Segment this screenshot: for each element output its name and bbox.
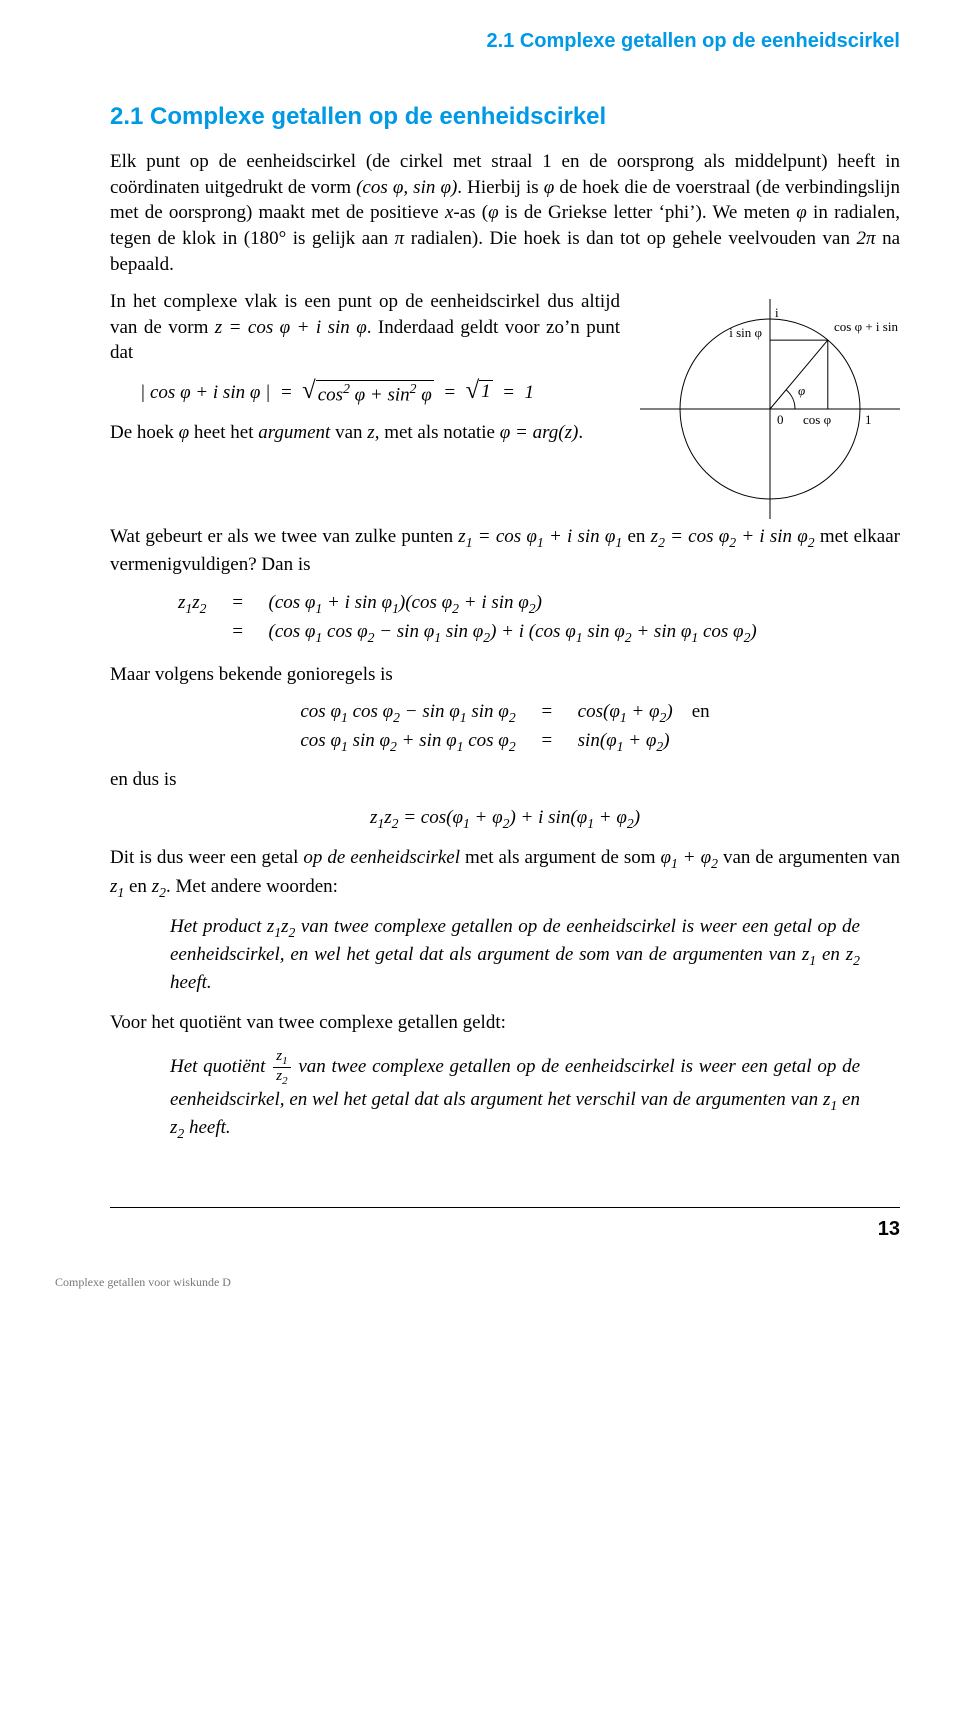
para-complex-point: In het complexe vlak is een punt op de e… <box>110 289 620 366</box>
section-title: 2.1 Complexe getallen op de eenheidscirk… <box>110 103 900 131</box>
running-head: 2.1 Complexe getallen op de eenheidscirk… <box>110 0 900 103</box>
label-isin: i sin φ <box>729 325 762 340</box>
radius-line <box>770 340 828 409</box>
para-argument: De hoek φ heet het argument van z, met a… <box>110 420 620 446</box>
unit-circle-figure: i i sin φ cos φ + i sin φ φ 0 cos φ 1 <box>640 289 900 524</box>
unit-circle-svg: i i sin φ cos φ + i sin φ φ 0 cos φ 1 <box>640 289 900 519</box>
label-phi: φ <box>798 383 805 398</box>
angle-arc <box>786 390 795 409</box>
para-quotient-intro: Voor het quotiënt van twee complexe geta… <box>110 1010 900 1036</box>
label-point: cos φ + i sin φ <box>834 319 900 334</box>
page-number: 13 <box>110 1208 900 1241</box>
eq-result: z1z2 = cos(φ1 + φ2) + i sin(φ1 + φ2) <box>110 807 900 832</box>
label-zero: 0 <box>777 412 784 427</box>
label-cosphi: cos φ <box>803 412 831 427</box>
para-endusis: en dus is <box>110 767 900 793</box>
eq-product: z1z2 = (cos φ1 + i sin φ1)(cos φ2 + i si… <box>170 590 765 648</box>
footer-text: Complexe getallen voor wiskunde D <box>55 1275 900 1290</box>
para-conclusion: Dit is dus weer een getal op de eenheids… <box>110 845 900 902</box>
page: 2.1 Complexe getallen op de eenheidscirk… <box>0 0 960 1735</box>
eq-gonio: cos φ1 cos φ2 − sin φ1 sin φ2 = cos(φ1 +… <box>292 699 717 757</box>
quote-product: Het product z1z2 van twee complexe getal… <box>170 914 900 996</box>
para-multiply-question: Wat gebeurt er als we twee van zulke pun… <box>110 524 900 578</box>
eq-modulus: | cos φ + i sin φ | = √cos2 φ + sin2 φ =… <box>140 380 620 406</box>
label-i: i <box>775 305 779 320</box>
quote-quotient: Het quotiënt z1z2 van twee complexe geta… <box>170 1048 900 1143</box>
para-intro: Elk punt op de eenheidscirkel (de cirkel… <box>110 149 900 277</box>
label-one: 1 <box>865 412 872 427</box>
para-gonio: Maar volgens bekende gonioregels is <box>110 662 900 688</box>
text-figure-row: In het complexe vlak is een punt op de e… <box>110 289 900 524</box>
